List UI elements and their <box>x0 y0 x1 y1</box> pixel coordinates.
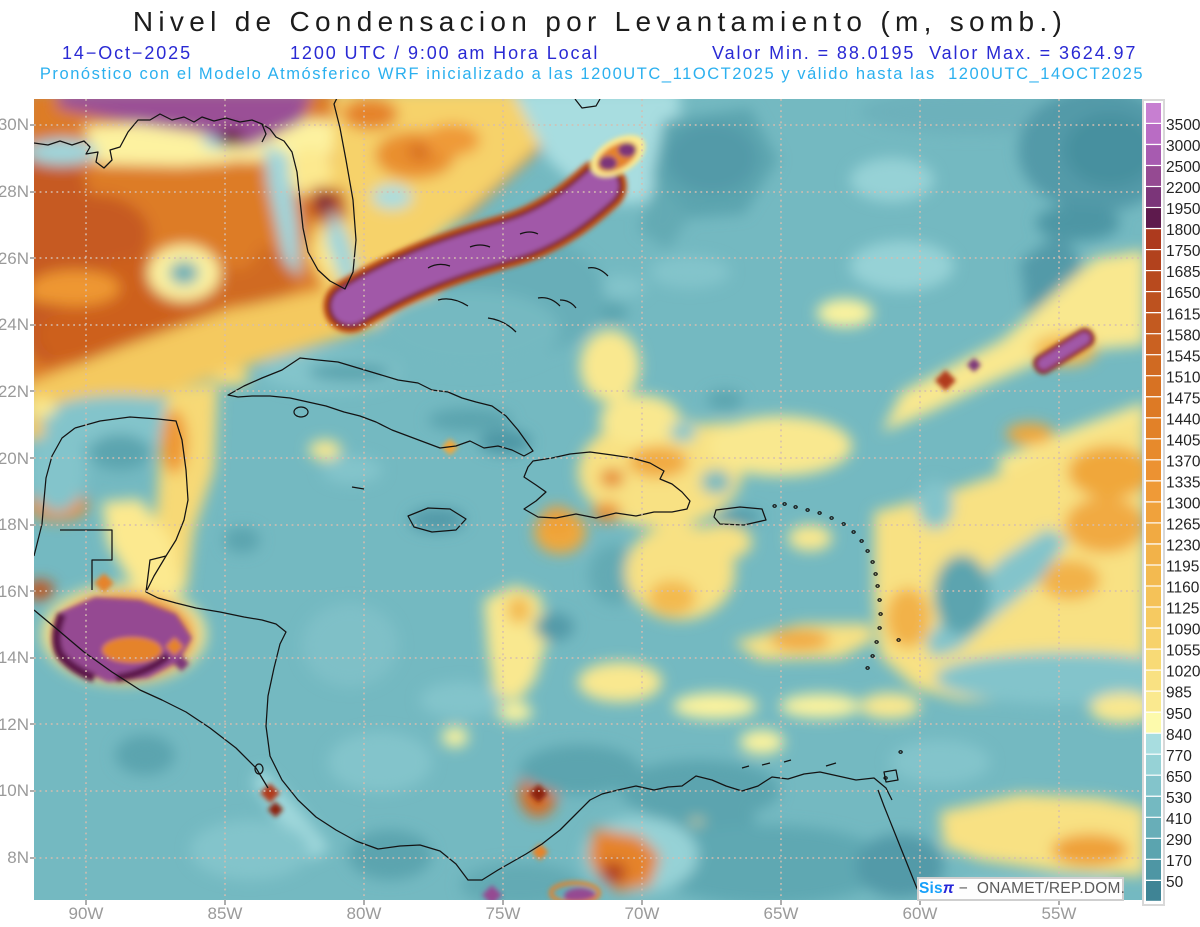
svg-text:50: 50 <box>1166 874 1184 891</box>
svg-text:840: 840 <box>1166 727 1192 744</box>
svg-text:1750: 1750 <box>1166 243 1200 260</box>
svg-text:85W: 85W <box>208 904 243 923</box>
svg-text:950: 950 <box>1166 706 1192 723</box>
svg-text:80W: 80W <box>347 904 382 923</box>
svg-text:1800: 1800 <box>1166 222 1200 239</box>
svg-text:28N: 28N <box>0 182 29 201</box>
svg-text:530: 530 <box>1166 790 1192 807</box>
svg-text:1685: 1685 <box>1166 264 1200 281</box>
svg-text:26N: 26N <box>0 249 29 268</box>
svg-text:1300: 1300 <box>1166 496 1200 513</box>
svg-text:1440: 1440 <box>1166 411 1200 428</box>
svg-text:60W: 60W <box>903 904 938 923</box>
svg-text:1650: 1650 <box>1166 285 1200 302</box>
svg-text:16N: 16N <box>0 582 29 601</box>
svg-text:2200: 2200 <box>1166 180 1200 197</box>
svg-text:1335: 1335 <box>1166 475 1200 492</box>
svg-text:290: 290 <box>1166 832 1192 849</box>
svg-text:1090: 1090 <box>1166 622 1200 639</box>
svg-text:10N: 10N <box>0 781 29 800</box>
svg-text:1510: 1510 <box>1166 369 1200 386</box>
svg-text:650: 650 <box>1166 769 1192 786</box>
svg-text:2500: 2500 <box>1166 159 1200 176</box>
svg-text:65W: 65W <box>764 904 799 923</box>
svg-text:3000: 3000 <box>1166 138 1200 155</box>
svg-text:1370: 1370 <box>1166 453 1200 470</box>
svg-text:1160: 1160 <box>1166 580 1200 597</box>
svg-text:1545: 1545 <box>1166 348 1200 365</box>
svg-text:22N: 22N <box>0 382 29 401</box>
svg-text:20N: 20N <box>0 449 29 468</box>
svg-text:1230: 1230 <box>1166 538 1200 555</box>
svg-text:8N: 8N <box>7 848 29 867</box>
svg-text:90W: 90W <box>69 904 104 923</box>
svg-text:12N: 12N <box>0 715 29 734</box>
svg-text:1020: 1020 <box>1166 664 1200 681</box>
svg-text:24N: 24N <box>0 315 29 334</box>
svg-text:55W: 55W <box>1042 904 1077 923</box>
svg-text:30N: 30N <box>0 115 29 134</box>
svg-text:1475: 1475 <box>1166 390 1200 407</box>
svg-text:70W: 70W <box>625 904 660 923</box>
svg-text:1580: 1580 <box>1166 327 1200 344</box>
svg-text:1405: 1405 <box>1166 432 1200 449</box>
svg-text:1055: 1055 <box>1166 643 1200 660</box>
svg-text:985: 985 <box>1166 685 1192 702</box>
svg-text:1265: 1265 <box>1166 517 1200 534</box>
svg-text:1125: 1125 <box>1166 601 1199 618</box>
svg-text:410: 410 <box>1166 811 1192 828</box>
svg-text:170: 170 <box>1166 853 1192 870</box>
svg-text:14N: 14N <box>0 648 29 667</box>
svg-text:770: 770 <box>1166 748 1192 765</box>
svg-text:75W: 75W <box>486 904 521 923</box>
svg-text:1615: 1615 <box>1166 306 1200 323</box>
svg-text:1950: 1950 <box>1166 201 1200 218</box>
svg-text:18N: 18N <box>0 515 29 534</box>
svg-text:3500: 3500 <box>1166 117 1200 134</box>
svg-text:1195: 1195 <box>1166 559 1199 576</box>
